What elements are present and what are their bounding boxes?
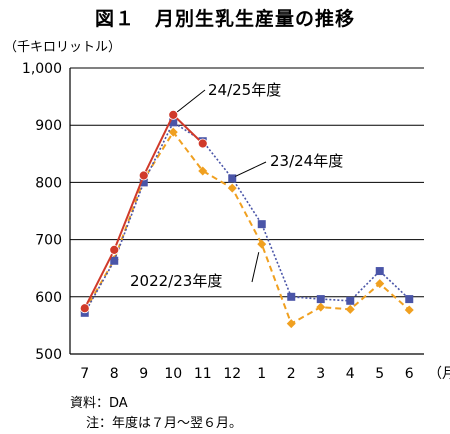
series-label-2425-leader bbox=[176, 89, 206, 113]
series-lines bbox=[79, 110, 414, 329]
data-point bbox=[405, 295, 414, 304]
x-tick-label: 7 bbox=[80, 366, 89, 382]
series-labels: 24/25年度 23/24年度 2022/23年度 bbox=[130, 81, 343, 290]
data-point bbox=[197, 138, 208, 149]
x-tick-label: 1 bbox=[257, 366, 266, 382]
series-label-2425: 24/25年度 bbox=[208, 81, 281, 99]
x-tick-label: 3 bbox=[316, 366, 325, 382]
data-point bbox=[345, 304, 355, 314]
x-tick-label: 10 bbox=[164, 366, 182, 382]
x-tick-label: 4 bbox=[346, 366, 355, 382]
x-tick-label: 9 bbox=[139, 366, 148, 382]
data-point bbox=[139, 178, 148, 187]
source-note: 資料：DA bbox=[70, 396, 128, 411]
x-tick-label: 11 bbox=[194, 366, 212, 382]
y-tick-label: 500 bbox=[35, 347, 62, 363]
series-label-2223-leader bbox=[251, 252, 260, 283]
data-point bbox=[375, 279, 385, 289]
data-point bbox=[316, 295, 325, 304]
data-point bbox=[168, 110, 179, 120]
data-point bbox=[346, 296, 355, 305]
x-tick-label: 6 bbox=[405, 366, 414, 382]
data-point bbox=[286, 319, 296, 329]
series-line-2324 bbox=[84, 121, 410, 314]
x-tick-label: 8 bbox=[110, 366, 119, 382]
data-point bbox=[375, 267, 384, 276]
y-tick-label: 600 bbox=[35, 290, 62, 306]
data-point bbox=[138, 170, 149, 181]
series-line-202223 bbox=[83, 131, 410, 325]
x-tick-label: 2 bbox=[287, 366, 296, 382]
data-point bbox=[257, 239, 267, 249]
data-point bbox=[168, 127, 178, 137]
series-label-2324-leader bbox=[235, 161, 267, 177]
data-point bbox=[169, 118, 178, 127]
y-axis-unit-label: （千キロリットル） bbox=[4, 40, 122, 55]
x-tick-label: 5 bbox=[375, 366, 384, 382]
data-point bbox=[287, 292, 296, 301]
data-point bbox=[316, 302, 326, 312]
data-point bbox=[404, 305, 414, 315]
chart-title: 図１ 月別生乳生産量の推移 bbox=[94, 8, 355, 30]
series-label-2223: 2022/23年度 bbox=[130, 272, 222, 290]
y-tick-label: 900 bbox=[35, 118, 62, 134]
data-point bbox=[228, 174, 237, 183]
data-point bbox=[109, 244, 120, 255]
y-tick-label: 800 bbox=[35, 175, 62, 191]
y-tick-label: 1,000 bbox=[22, 61, 62, 77]
x-axis-unit-label: （月） bbox=[428, 366, 450, 382]
y-tick-label: 700 bbox=[35, 233, 62, 249]
grid-lines bbox=[70, 67, 424, 298]
data-point bbox=[79, 303, 90, 314]
period-note: 注：年度は７月～翌６月。 bbox=[86, 416, 243, 431]
data-point bbox=[257, 220, 266, 229]
series-label-2324: 23/24年度 bbox=[270, 152, 343, 170]
data-point bbox=[198, 166, 208, 176]
x-tick-label: 12 bbox=[223, 366, 241, 382]
data-point bbox=[227, 183, 237, 193]
data-point bbox=[110, 256, 119, 265]
